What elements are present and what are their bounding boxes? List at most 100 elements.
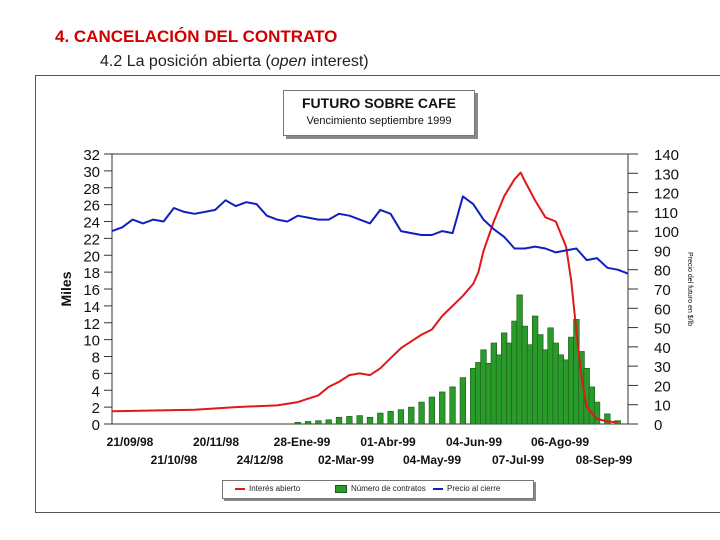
chart-title: FUTURO SOBRE CAFE xyxy=(302,95,456,111)
y-left-tick-label: 10 xyxy=(83,333,100,350)
x-tick-label-top: 01-Abr-99 xyxy=(360,435,416,449)
y-left-tick-label: 0 xyxy=(92,417,100,434)
volume-bar xyxy=(459,377,467,425)
volume-bar xyxy=(475,362,482,425)
legend-item-open-interest: Interés abierto xyxy=(235,484,300,493)
y-right-tick-label: 30 xyxy=(654,359,671,376)
open-interest-line xyxy=(111,171,618,424)
volume-bar xyxy=(335,416,343,425)
y-left-tick-label: 20 xyxy=(83,248,100,265)
y-right-tick-label: 20 xyxy=(654,378,671,395)
slide-title: 4. CANCELACIÓN DEL CONTRATO xyxy=(55,27,338,46)
volume-bar xyxy=(531,315,539,425)
x-tick-label-top: 06-Ago-99 xyxy=(531,435,589,449)
y-left-tick-label: 30 xyxy=(83,164,100,181)
y-right-tick-label: 110 xyxy=(654,205,678,222)
volume-bar xyxy=(346,416,353,425)
y-right-tick-label: 10 xyxy=(654,398,671,415)
volume-bar xyxy=(294,422,301,425)
subtitle-suffix: interest) xyxy=(306,53,369,70)
x-tick-label-bottom: 24/12/98 xyxy=(237,453,284,467)
volume-bar xyxy=(408,406,415,425)
price-line xyxy=(111,195,629,275)
volume-bar xyxy=(325,419,332,425)
y-right-axis-title: Precio del futuro en $/lb xyxy=(686,252,693,326)
y-right-tick-label: 40 xyxy=(654,340,671,357)
volume-bar xyxy=(495,354,503,425)
legend-item-price: Precio al cierre xyxy=(433,484,500,493)
volume-bar xyxy=(315,420,322,425)
y-left-tick-label: 28 xyxy=(83,181,100,198)
y-right-tick-label: 90 xyxy=(654,243,671,260)
y-right-tick-label: 0 xyxy=(654,417,662,434)
volume-bar xyxy=(439,391,446,425)
x-tick-label-top: 20/11/98 xyxy=(193,435,239,449)
volume-bar xyxy=(526,344,534,425)
volume-bar xyxy=(377,412,384,425)
volume-bar xyxy=(562,359,570,425)
subtitle-prefix: 4.2 La posición abierta ( xyxy=(100,53,271,70)
y-left-tick-label: 26 xyxy=(83,198,100,215)
y-left-tick-label: 22 xyxy=(83,231,100,248)
volume-bar xyxy=(501,332,508,425)
y-right-tick-label: 120 xyxy=(654,186,679,203)
y-left-tick-label: 6 xyxy=(92,366,100,383)
legend-box-swatch-volume xyxy=(335,484,347,493)
volume-bar xyxy=(356,415,363,425)
volume-bar xyxy=(304,421,312,425)
volume-bar xyxy=(480,349,487,425)
y-left-tick-label: 14 xyxy=(83,299,100,316)
volume-bar xyxy=(568,336,575,425)
volume-bar xyxy=(397,409,405,425)
chart-subtitle: Vencimiento septiembre 1999 xyxy=(306,115,452,127)
chart-legend: Interés abierto Número de contratos Prec… xyxy=(222,480,534,499)
volume-bar xyxy=(490,342,497,425)
y-right-tick-label: 100 xyxy=(654,224,679,241)
slide-subtitle: 4.2 La posición abierta (open interest) xyxy=(100,53,369,71)
volume-bar xyxy=(542,349,549,425)
y-right-tick-label: 50 xyxy=(654,321,671,338)
x-tick-label-bottom: 04-May-99 xyxy=(403,453,461,467)
volume-bar xyxy=(604,413,611,425)
y-left-tick-label: 4 xyxy=(92,383,100,400)
volume-bar xyxy=(521,325,528,425)
y-right-tick-label: 130 xyxy=(654,166,679,183)
volume-bar xyxy=(470,368,477,425)
legend-label-volume: Número de contratos xyxy=(351,484,426,493)
legend-label-open-interest: Interés abierto xyxy=(249,484,301,493)
volume-bar xyxy=(506,342,513,425)
y-right-tick-label: 80 xyxy=(654,263,671,280)
y-left-tick-label: 18 xyxy=(83,265,100,282)
volume-bar xyxy=(552,342,559,425)
x-tick-label-bottom: 21/10/98 xyxy=(151,453,198,467)
subtitle-italic: open xyxy=(270,53,307,70)
legend-label-price: Precio al cierre xyxy=(447,484,501,493)
y-right-tick-label: 60 xyxy=(654,301,671,318)
volume-bar xyxy=(511,320,518,425)
chart-frame xyxy=(35,75,720,513)
legend-item-volume: Número de contratos xyxy=(335,484,426,493)
x-tick-label-top: 04-Jun-99 xyxy=(446,435,502,449)
y-left-tick-label: 12 xyxy=(83,316,100,333)
chart-title-box: FUTURO SOBRE CAFE Vencimiento septiembre… xyxy=(283,90,475,136)
x-tick-label-bottom: 07-Jul-99 xyxy=(492,453,544,467)
y-left-axis-title: Miles xyxy=(58,271,74,306)
volume-bar xyxy=(547,327,554,425)
volume-bar xyxy=(516,294,523,425)
y-left-tick-label: 24 xyxy=(83,215,100,232)
volume-bar xyxy=(593,401,601,425)
volume-bar xyxy=(449,386,456,425)
legend-line-swatch-open-interest xyxy=(235,487,245,490)
volume-bar xyxy=(418,401,425,425)
legend-line-swatch-price xyxy=(433,487,443,490)
y-left-tick-label: 8 xyxy=(92,350,100,367)
y-left-tick-label: 16 xyxy=(83,282,100,299)
volume-bar xyxy=(537,334,544,425)
x-tick-label-top: 21/09/98 xyxy=(107,435,154,449)
y-right-tick-label: 140 xyxy=(654,147,679,164)
x-tick-label-bottom: 02-Mar-99 xyxy=(318,453,374,467)
volume-bar xyxy=(485,362,492,425)
x-tick-label-bottom: 08-Sep-99 xyxy=(576,453,633,467)
x-tick-label-top: 28-Ene-99 xyxy=(274,435,331,449)
